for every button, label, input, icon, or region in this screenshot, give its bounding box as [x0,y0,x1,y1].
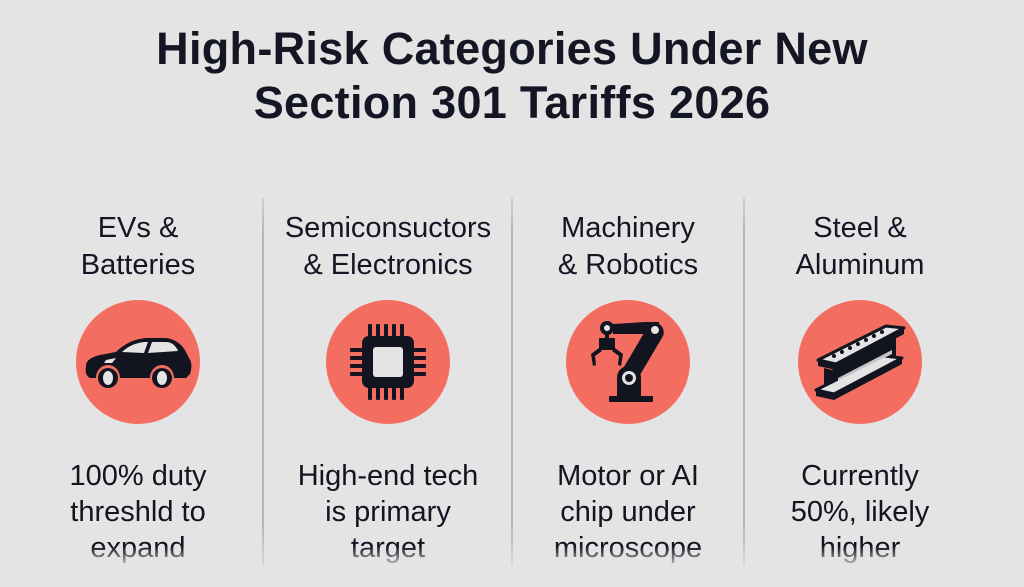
category-icon-badge [326,300,450,424]
category-description: Currently 50%, likely higher [790,460,930,564]
category-title: EVs & Batteries [80,212,196,281]
category-semiconductors-electronics: Semiconsuctors & Electronics [264,210,512,570]
page-title: High-Risk Categories Under New Section 3… [0,22,1024,130]
car-icon [85,338,192,388]
column-divider-3 [743,198,745,566]
microchip-icon [350,324,426,400]
category-machinery-robotics: Machinery & Robotics [513,210,743,570]
category-title: Machinery & Robotics [557,212,699,281]
category-title: Steel & Aluminum [795,212,925,281]
category-title: Semiconsuctors & Electronics [284,212,492,281]
category-icon-badge [798,300,922,424]
category-evs-batteries: EVs & Batteries 100% duty threshld to ex… [14,210,262,570]
steel-beam-icon [814,324,906,400]
title-line-2: Section 301 Tariffs 2026 [253,77,771,128]
title-line-1: High-Risk Categories Under New [156,23,868,74]
category-icon-badge [566,300,690,424]
column-divider-2 [511,198,513,566]
category-steel-aluminum: Steel & Aluminum [745,210,975,570]
category-description: High-end tech is primary target [297,460,479,564]
category-description: 100% duty threshld to expand [69,460,207,564]
category-description: Motor or AI chip under microscope [553,460,703,564]
robotic-arm-icon [591,321,664,402]
column-divider-1 [262,198,264,566]
category-icon-badge [76,300,200,424]
